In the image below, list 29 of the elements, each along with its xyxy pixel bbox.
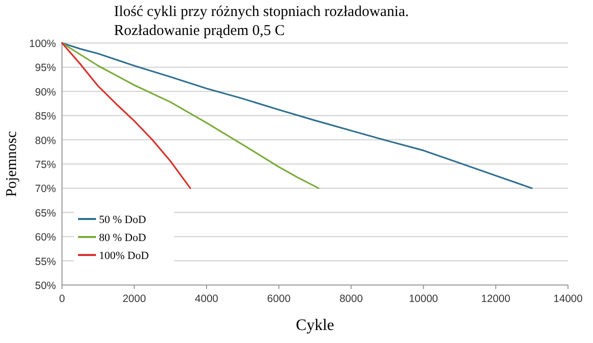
x-tick-label: 8000	[339, 293, 363, 305]
x-tick-label: 6000	[267, 293, 291, 305]
x-tick-label: 4000	[194, 293, 218, 305]
x-tick-label: 14000	[553, 293, 583, 305]
line-series	[61, 42, 192, 189]
legend-label: 80 % DoD	[99, 232, 146, 244]
y-tick-label: 60%	[34, 232, 56, 244]
y-tick-label: 55%	[34, 256, 56, 268]
y-tick-label: 95%	[34, 62, 56, 74]
legend-label: 100% DoD	[99, 250, 149, 262]
chart-title: Ilość cykli przy różnych stopniach rozładowania.	[114, 4, 409, 20]
y-axis-title: Pojemnosc	[4, 130, 20, 197]
y-tick-label: 80%	[34, 134, 56, 147]
legend-label: 50 % DoD	[99, 214, 146, 226]
x-tick-label: 2000	[122, 293, 146, 305]
y-tick-label: 100%	[29, 38, 56, 50]
x-tick-label: 0	[59, 293, 66, 305]
chart-subtitle: Rozładowanie prądem 0,5 C	[114, 23, 285, 39]
x-tick-label: 10000	[408, 293, 438, 305]
y-tick-label: 50%	[34, 280, 56, 292]
y-tick-label: 90%	[34, 86, 56, 98]
y-tick-label: 75%	[34, 159, 56, 171]
line-series	[61, 42, 533, 189]
y-tick-label: 85%	[34, 110, 56, 123]
y-tick-label: 70%	[34, 183, 56, 196]
y-tick-label: 65%	[34, 207, 56, 220]
x-tick-label: 12000	[481, 293, 510, 305]
x-axis-title: Cykle	[296, 317, 334, 334]
line-series	[61, 42, 320, 189]
